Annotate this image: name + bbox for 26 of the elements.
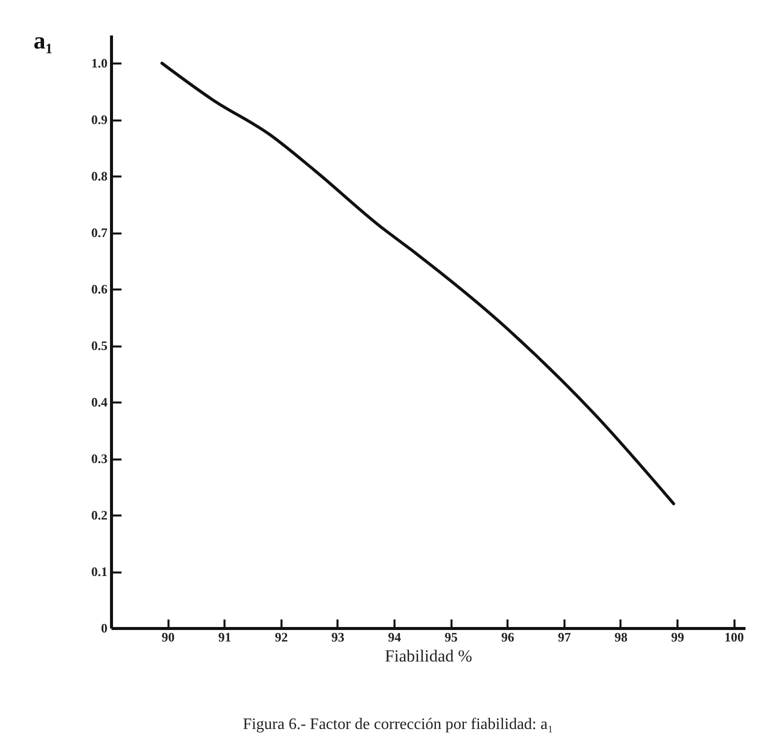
y-tick-label: 0.2 <box>91 508 108 523</box>
y-tick-label: 0.7 <box>91 225 108 240</box>
y-tick-label: 0.1 <box>91 564 108 580</box>
y-tick-label: 0.8 <box>91 168 108 184</box>
y-tick-label: 0.9 <box>91 112 108 128</box>
x-tick-label: 96 <box>501 630 515 644</box>
line-series <box>160 62 676 506</box>
x-tick-label: 90 <box>162 630 175 644</box>
x-tick-label: 95 <box>444 630 458 644</box>
y-tick-label: 0.5 <box>91 338 108 354</box>
y-tick-label: 1.0 <box>91 56 108 71</box>
x-axis-title: Fiabilidad % <box>384 646 472 666</box>
x-tick-label: 93 <box>331 630 345 644</box>
x-tick-label: 100 <box>724 630 744 644</box>
y-tick-label: 0 <box>101 620 108 636</box>
x-tick-label: 98 <box>614 630 628 644</box>
y-tick-label: 0.3 <box>91 451 108 466</box>
y-axis-title: a₁ <box>34 28 53 54</box>
x-tick-label: 94 <box>388 630 402 644</box>
y-tick-label: 0.6 <box>91 282 108 297</box>
x-tick-label: 91 <box>218 630 232 644</box>
x-tick-label: 99 <box>671 630 685 644</box>
y-tick-label: 0.4 <box>91 394 108 410</box>
text: Figura 6.- Factor de corrección por fiabilidad: a₁ <box>242 716 554 733</box>
x-tick-label: 92 <box>274 630 288 644</box>
x-tick-label: 97 <box>558 630 572 644</box>
